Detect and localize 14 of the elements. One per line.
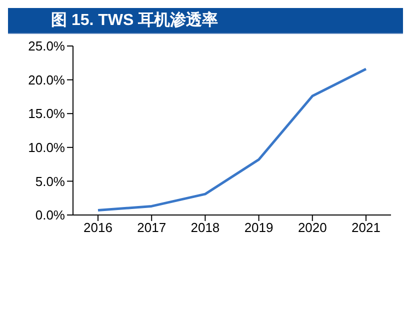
y-tick-label: 25.0% [28,38,66,54]
y-tick-label: 0.0% [35,208,66,223]
x-tick-label: 2019 [244,220,274,236]
x-tick-label: 2018 [190,220,220,236]
x-tick-label: 2017 [137,220,166,236]
y-tick-label: 15.0% [28,106,66,122]
x-tick-label: 2021 [352,220,380,236]
x-tick-label: 2016 [84,220,112,236]
y-tick-label: 10.0% [28,140,66,156]
chart-title: 图 15. TWS 耳机渗透率 [8,8,403,34]
y-tick-label: 5.0% [35,174,66,189]
x-tick-label: 2020 [298,220,327,236]
y-tick-label: 20.0% [28,72,66,88]
line-series [96,68,368,212]
